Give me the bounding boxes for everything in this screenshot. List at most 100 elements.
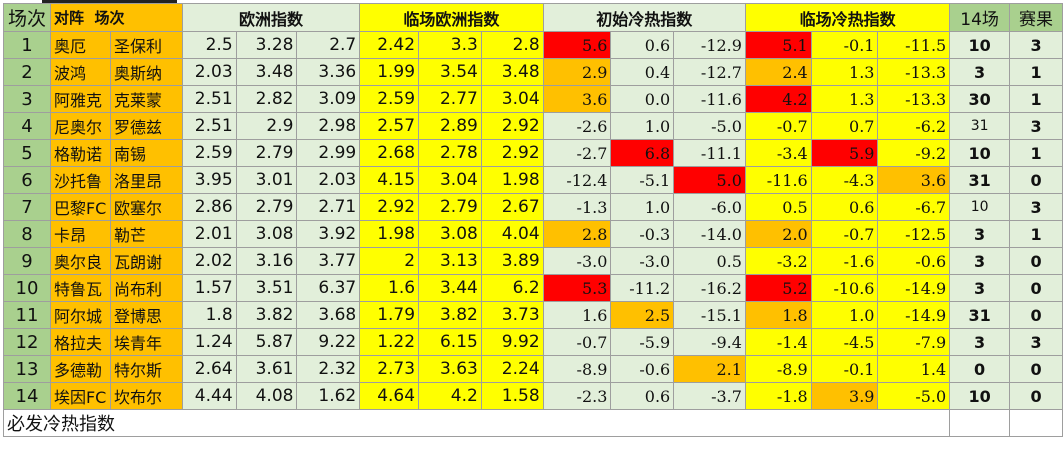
live-heat-cell[interactable]: 1.4 bbox=[877, 355, 951, 383]
live-heat-cell[interactable]: -10.6 bbox=[810, 274, 879, 302]
initial-heat-cell[interactable]: -6.0 bbox=[673, 193, 746, 221]
euro-odds-cell[interactable]: 2.9 bbox=[235, 112, 298, 140]
result-cell[interactable]: 0 bbox=[1009, 382, 1063, 410]
euro-odds-cell[interactable]: 3.36 bbox=[296, 58, 361, 86]
away-team-cell[interactable]: 洛里昂 bbox=[109, 166, 183, 194]
euro-odds-cell[interactable]: 2.79 bbox=[235, 139, 298, 167]
away-team-cell[interactable]: 克莱蒙 bbox=[109, 85, 183, 113]
away-team-cell[interactable]: 坎布尔 bbox=[109, 382, 183, 410]
row-order-cell[interactable]: 6 bbox=[3, 166, 51, 194]
live-euro-odds-cell[interactable]: 3.48 bbox=[480, 58, 544, 86]
euro-odds-cell[interactable]: 2.71 bbox=[296, 193, 361, 221]
result-cell[interactable]: 0 bbox=[1009, 274, 1063, 302]
row-order-cell[interactable]: 3 bbox=[3, 85, 51, 113]
initial-heat-cell[interactable]: 2.1 bbox=[673, 355, 746, 383]
euro-odds-cell[interactable]: 2.99 bbox=[296, 139, 361, 167]
euro-odds-cell[interactable]: 3.82 bbox=[235, 301, 298, 329]
ht-14-cell[interactable]: 3 bbox=[949, 58, 1011, 86]
live-euro-odds-cell[interactable]: 2.59 bbox=[359, 85, 420, 113]
header-order[interactable]: 场次 bbox=[3, 3, 51, 32]
result-cell[interactable]: 3 bbox=[1009, 193, 1063, 221]
live-heat-cell[interactable]: -1.6 bbox=[810, 247, 879, 275]
initial-heat-cell[interactable]: -3.7 bbox=[673, 382, 746, 410]
ht-14-cell[interactable]: 3 bbox=[949, 247, 1011, 275]
live-heat-cell[interactable]: 4.2 bbox=[744, 85, 812, 113]
live-heat-cell[interactable]: -6.2 bbox=[877, 112, 951, 140]
ht-14-cell[interactable]: 31 bbox=[949, 301, 1011, 329]
live-euro-odds-cell[interactable]: 1.22 bbox=[359, 328, 420, 356]
live-heat-cell[interactable]: 5.2 bbox=[744, 274, 812, 302]
live-euro-odds-cell[interactable]: 3.3 bbox=[418, 31, 482, 59]
header-live-heat-index[interactable]: 临场冷热指数 bbox=[744, 3, 951, 32]
live-heat-cell[interactable]: -1.8 bbox=[744, 382, 812, 410]
live-heat-cell[interactable]: -4.3 bbox=[810, 166, 879, 194]
result-cell[interactable]: 0 bbox=[1009, 166, 1063, 194]
euro-odds-cell[interactable]: 3.28 bbox=[235, 31, 298, 59]
initial-heat-cell[interactable]: -12.9 bbox=[673, 31, 746, 59]
home-team-cell[interactable]: 格拉夫 bbox=[49, 328, 111, 356]
live-heat-cell[interactable]: -11.6 bbox=[744, 166, 812, 194]
header-initial-heat-index[interactable]: 初始冷热指数 bbox=[542, 3, 746, 32]
initial-heat-cell[interactable]: -15.1 bbox=[673, 301, 746, 329]
initial-heat-cell[interactable]: 0.6 bbox=[610, 31, 675, 59]
euro-odds-cell[interactable]: 3.01 bbox=[235, 166, 298, 194]
ht-14-cell[interactable]: 31 bbox=[949, 112, 1011, 140]
live-euro-odds-cell[interactable]: 3.13 bbox=[418, 247, 482, 275]
initial-heat-cell[interactable]: -2.7 bbox=[542, 139, 612, 167]
live-euro-odds-cell[interactable]: 2.92 bbox=[480, 112, 544, 140]
result-cell[interactable]: 3 bbox=[1009, 31, 1063, 59]
live-heat-cell[interactable]: -12.5 bbox=[877, 220, 951, 248]
live-euro-odds-cell[interactable]: 4.15 bbox=[359, 166, 420, 194]
row-order-cell[interactable]: 13 bbox=[3, 355, 51, 383]
initial-heat-cell[interactable]: -14.0 bbox=[673, 220, 746, 248]
home-team-cell[interactable]: 多德勒 bbox=[49, 355, 111, 383]
live-heat-cell[interactable]: 3.6 bbox=[877, 166, 951, 194]
initial-heat-cell[interactable]: 1.6 bbox=[542, 301, 612, 329]
live-heat-cell[interactable]: 3.9 bbox=[810, 382, 879, 410]
row-order-cell[interactable]: 5 bbox=[3, 139, 51, 167]
initial-heat-cell[interactable]: 0.0 bbox=[610, 85, 675, 113]
home-team-cell[interactable]: 特鲁瓦 bbox=[49, 274, 111, 302]
home-team-cell[interactable]: 沙托鲁 bbox=[49, 166, 111, 194]
home-team-cell[interactable]: 阿雅克 bbox=[49, 85, 111, 113]
live-euro-odds-cell[interactable]: 1.99 bbox=[359, 58, 420, 86]
live-euro-odds-cell[interactable]: 3.89 bbox=[480, 247, 544, 275]
result-cell[interactable]: 1 bbox=[1009, 220, 1063, 248]
euro-odds-cell[interactable]: 5.87 bbox=[235, 328, 298, 356]
initial-heat-cell[interactable]: 5.6 bbox=[542, 31, 612, 59]
initial-heat-cell[interactable]: -8.9 bbox=[542, 355, 612, 383]
ht-14-cell[interactable]: 10 bbox=[949, 31, 1011, 59]
euro-odds-cell[interactable]: 3.51 bbox=[235, 274, 298, 302]
initial-heat-cell[interactable]: -5.1 bbox=[610, 166, 675, 194]
live-heat-cell[interactable]: -8.9 bbox=[744, 355, 812, 383]
ht-14-cell[interactable]: 3 bbox=[949, 328, 1011, 356]
live-heat-cell[interactable]: -0.7 bbox=[810, 220, 879, 248]
euro-odds-cell[interactable]: 9.22 bbox=[296, 328, 361, 356]
ht-14-cell[interactable]: 10 bbox=[949, 139, 1011, 167]
row-order-cell[interactable]: 1 bbox=[3, 31, 51, 59]
euro-odds-cell[interactable]: 2.86 bbox=[181, 193, 237, 221]
row-order-cell[interactable]: 10 bbox=[3, 274, 51, 302]
euro-odds-cell[interactable]: 3.09 bbox=[296, 85, 361, 113]
home-team-cell[interactable]: 波鸿 bbox=[49, 58, 111, 86]
euro-odds-cell[interactable]: 4.08 bbox=[235, 382, 298, 410]
result-cell[interactable]: 0 bbox=[1009, 247, 1063, 275]
live-heat-cell[interactable]: 2.0 bbox=[744, 220, 812, 248]
away-team-cell[interactable]: 罗德兹 bbox=[109, 112, 183, 140]
live-heat-cell[interactable]: 1.0 bbox=[810, 301, 879, 329]
home-team-cell[interactable]: 阿尔城 bbox=[49, 301, 111, 329]
live-euro-odds-cell[interactable]: 2.79 bbox=[418, 193, 482, 221]
home-team-cell[interactable]: 埃因FC bbox=[49, 382, 111, 410]
header-match[interactable]: 对阵 场次 bbox=[49, 3, 183, 32]
home-team-cell[interactable]: 奥尔良 bbox=[49, 247, 111, 275]
initial-heat-cell[interactable]: 3.6 bbox=[542, 85, 612, 113]
live-euro-odds-cell[interactable]: 2.57 bbox=[359, 112, 420, 140]
euro-odds-cell[interactable]: 2.64 bbox=[181, 355, 237, 383]
euro-odds-cell[interactable]: 3.61 bbox=[235, 355, 298, 383]
euro-odds-cell[interactable]: 3.92 bbox=[296, 220, 361, 248]
live-heat-cell[interactable]: -7.9 bbox=[877, 328, 951, 356]
live-heat-cell[interactable]: -0.7 bbox=[744, 112, 812, 140]
live-heat-cell[interactable]: -3.2 bbox=[744, 247, 812, 275]
initial-heat-cell[interactable]: -2.6 bbox=[542, 112, 612, 140]
live-heat-cell[interactable]: 5.9 bbox=[810, 139, 879, 167]
